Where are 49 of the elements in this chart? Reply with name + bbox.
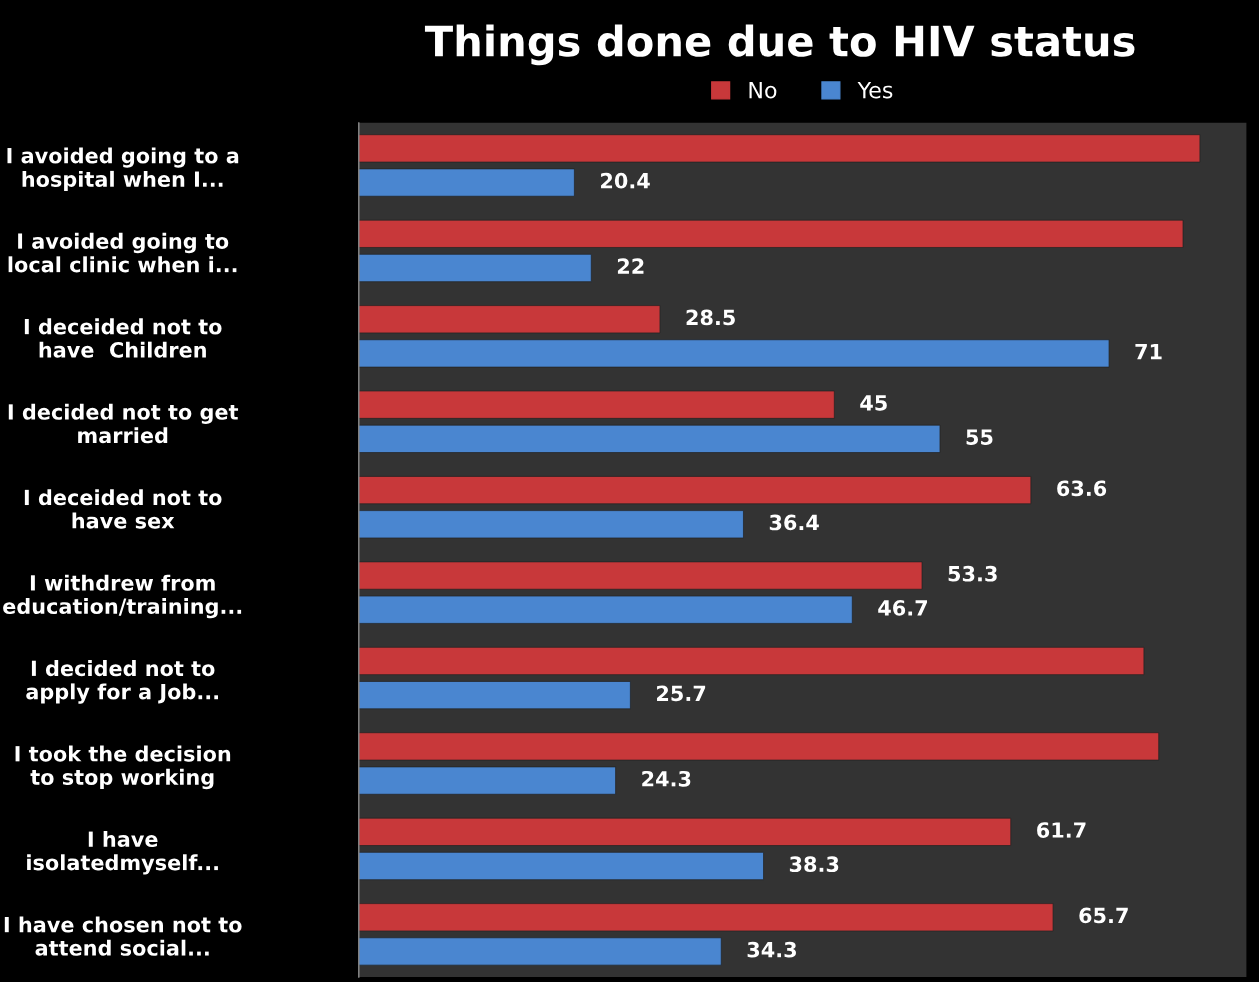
bar [358,937,722,966]
data-label: 53.3 [948,565,997,582]
data-label: 65.7 [1079,907,1128,924]
y-tick-label: I took the decision to stop working [15,745,231,790]
bar [358,817,1012,846]
y-tick-label: I have chosen not to attend social... [4,916,242,956]
data-label: 46.7 [878,600,928,616]
y-tick-label: I avoided going to a hospital when I... [7,147,239,192]
bar [358,646,1145,675]
data-label: 22 [617,258,644,274]
bar [358,561,923,590]
bar [358,510,744,539]
y-tick-label: I deceided not to have Children [24,318,222,358]
y-tick-label: I avoided going to local clinic when i... [8,232,237,273]
y-tick-label: I decided not to apply for a Job... [26,660,218,704]
bar [358,424,941,453]
bar [358,168,575,197]
data-label: 24.3 [642,770,691,787]
bar [358,134,1201,163]
data-label: 36.4 [769,514,819,531]
bar [358,766,616,795]
data-label: 20.4 [601,172,650,189]
data-label: 28.5 [686,309,735,326]
data-label: 25.7 [657,685,706,702]
legend-label: No [749,81,777,99]
bar [358,595,853,624]
bar [358,903,1054,932]
bar [358,305,661,334]
bar [358,476,1032,505]
bar [358,219,1184,248]
y-tick-label: I deceided not to have sex [24,489,222,529]
y-tick-label: I have isolatedmyself... [27,830,218,875]
bar [358,339,1110,368]
data-label: 34.3 [747,941,796,958]
bar [358,253,592,283]
data-label: 61.7 [1037,822,1086,838]
chart-title: Things done due to HIV status [424,24,1135,66]
y-tick-label: I decided not to get married [8,403,239,444]
bar [358,732,1160,761]
data-label: 45 [860,395,887,411]
data-label: 71 [1135,343,1162,360]
bar [358,852,764,881]
bar [358,390,835,419]
y-tick-label: I withdrew from education/training... [3,574,242,619]
data-label: 63.6 [1057,480,1107,497]
data-label: 55 [966,429,993,445]
bar [358,681,631,710]
data-label: 38.3 [789,856,839,873]
legend-label: Yes [857,81,893,99]
